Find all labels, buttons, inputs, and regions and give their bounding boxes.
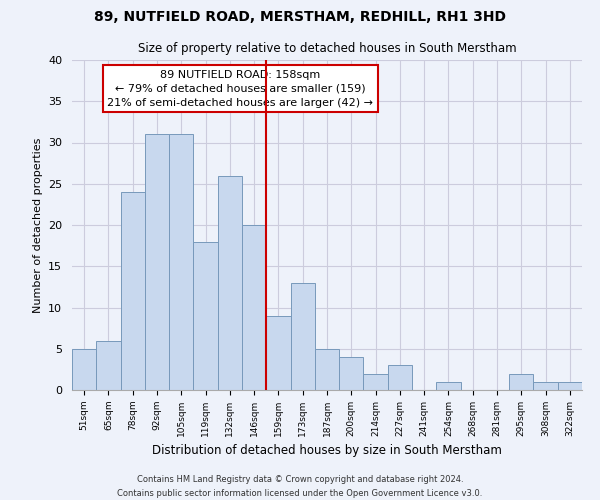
Bar [558,382,582,390]
Text: Contains HM Land Registry data © Crown copyright and database right 2024.
Contai: Contains HM Land Registry data © Crown c… [118,476,482,498]
Bar [193,242,218,390]
Bar [509,374,533,390]
Bar [96,340,121,390]
Bar [266,316,290,390]
Text: 89, NUTFIELD ROAD, MERSTHAM, REDHILL, RH1 3HD: 89, NUTFIELD ROAD, MERSTHAM, REDHILL, RH… [94,10,506,24]
Bar [121,192,145,390]
Bar [339,357,364,390]
Bar [388,365,412,390]
Bar [315,349,339,390]
Bar [242,225,266,390]
Bar [364,374,388,390]
Bar [533,382,558,390]
Title: Size of property relative to detached houses in South Merstham: Size of property relative to detached ho… [137,42,517,54]
Y-axis label: Number of detached properties: Number of detached properties [32,138,43,312]
Bar [145,134,169,390]
X-axis label: Distribution of detached houses by size in South Merstham: Distribution of detached houses by size … [152,444,502,458]
Bar [290,283,315,390]
Bar [72,349,96,390]
Bar [218,176,242,390]
Bar [169,134,193,390]
Text: 89 NUTFIELD ROAD: 158sqm
← 79% of detached houses are smaller (159)
21% of semi-: 89 NUTFIELD ROAD: 158sqm ← 79% of detach… [107,70,373,108]
Bar [436,382,461,390]
